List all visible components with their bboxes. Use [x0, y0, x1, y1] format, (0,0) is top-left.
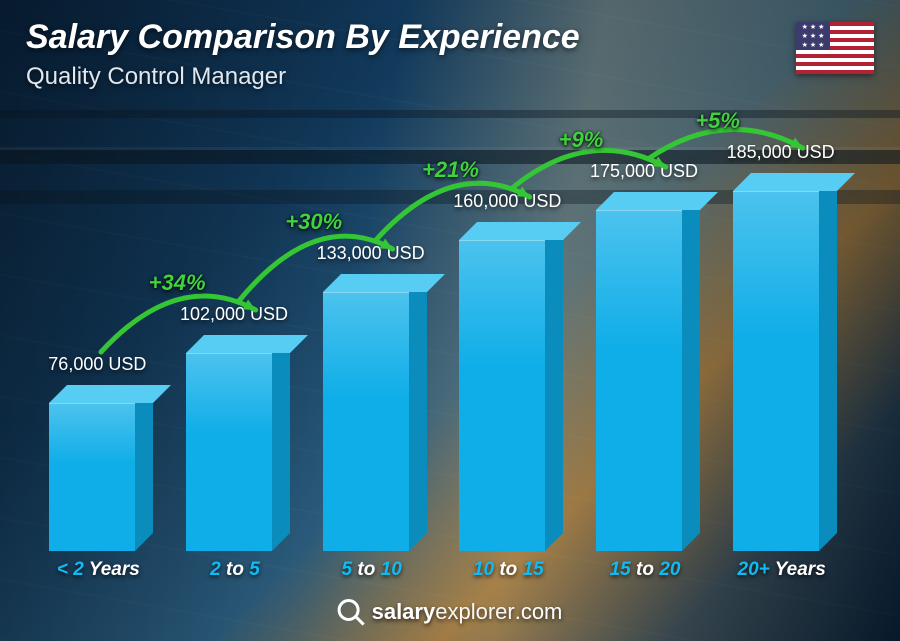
bar-wrap: 133,000 USD	[315, 292, 417, 551]
search-icon	[338, 599, 364, 625]
category-label: 5 to 10	[304, 559, 440, 581]
bar-side	[409, 274, 427, 551]
bar-top	[596, 192, 718, 210]
bar-front	[733, 191, 819, 551]
pct-increase-label: +21%	[422, 157, 479, 183]
bar-value-label: 185,000 USD	[725, 142, 837, 163]
bar-side	[545, 222, 563, 551]
header: Salary Comparison By Experience Quality …	[26, 18, 780, 91]
bar-side	[135, 385, 153, 551]
bg-structure-line	[0, 110, 900, 118]
bar-value-label: 133,000 USD	[315, 243, 427, 264]
bar	[323, 292, 409, 551]
bar-front	[596, 210, 682, 551]
bar	[186, 353, 272, 551]
bar-wrap: 185,000 USD	[725, 191, 827, 551]
bar-side	[272, 335, 290, 551]
pct-increase-label: +9%	[559, 127, 604, 153]
bar	[596, 210, 682, 551]
pct-increase-label: +34%	[149, 270, 206, 296]
bar-wrap: 102,000 USD	[178, 353, 280, 551]
bar	[49, 403, 135, 551]
bar-side	[819, 173, 837, 551]
bar-value-label: 160,000 USD	[451, 191, 563, 212]
footer-brand-light: explorer	[435, 599, 514, 624]
bar-top	[323, 274, 445, 292]
footer-brand-suffix: .com	[515, 599, 563, 624]
category-label: 10 to 15	[440, 559, 576, 581]
category-label: 2 to 5	[167, 559, 303, 581]
bar-front	[186, 353, 272, 551]
bar-value-label: 102,000 USD	[178, 304, 290, 325]
category-label: 15 to 20	[577, 559, 713, 581]
salary-bar-chart: 76,000 USD 102,000 USD 133,000 USD 160,000 …	[30, 120, 850, 551]
bar-wrap: 175,000 USD	[588, 210, 690, 551]
category-label: 20+ Years	[714, 559, 850, 581]
flag-canton	[796, 22, 830, 50]
country-flag-us	[796, 22, 874, 74]
bar-wrap: 76,000 USD	[41, 403, 143, 551]
footer-brand-text: salaryexplorer.com	[372, 599, 563, 625]
bar	[459, 240, 545, 551]
page-title: Salary Comparison By Experience	[26, 18, 780, 57]
bar-front	[459, 240, 545, 551]
pct-increase-label: +30%	[285, 209, 342, 235]
bar-front	[323, 292, 409, 551]
bar-front	[49, 403, 135, 551]
page-subtitle: Quality Control Manager	[26, 63, 780, 91]
bar-top	[459, 222, 581, 240]
bar-value-label: 175,000 USD	[588, 161, 700, 182]
pct-increase-label: +5%	[695, 108, 740, 134]
bar-value-label: 76,000 USD	[41, 354, 153, 375]
bar-wrap: 160,000 USD	[451, 240, 553, 551]
footer-brand: salaryexplorer.com	[338, 599, 563, 625]
bar	[733, 191, 819, 551]
bar-top	[733, 173, 855, 191]
category-label: < 2 Years	[30, 559, 166, 581]
bar-top	[186, 335, 308, 353]
footer-brand-bold: salary	[372, 599, 436, 624]
bar-side	[682, 192, 700, 551]
infographic-stage: Salary Comparison By Experience Quality …	[0, 0, 900, 641]
bar-top	[49, 385, 171, 403]
